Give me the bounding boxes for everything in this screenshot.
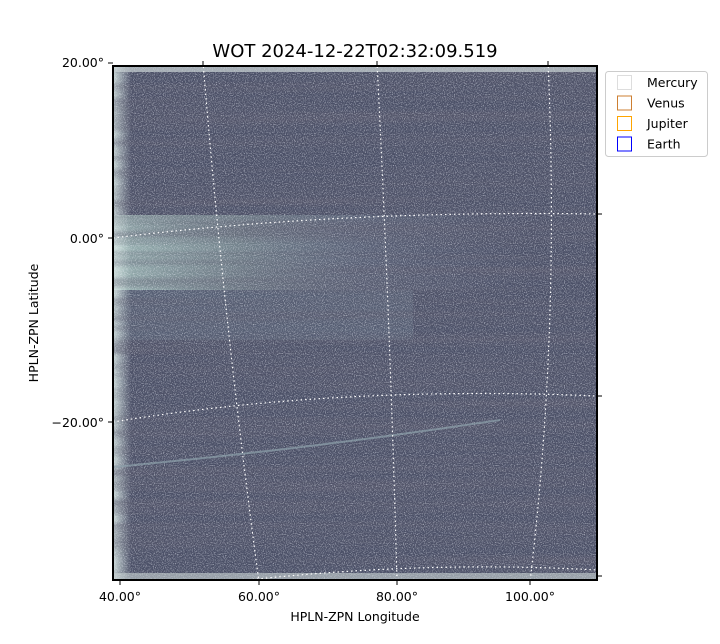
x-tick-label: 60.00° xyxy=(238,589,280,604)
legend-swatch xyxy=(617,95,632,111)
legend-swatch xyxy=(617,116,632,131)
y-tick-label: 0.00° xyxy=(70,231,104,246)
grid-lat-minus40 xyxy=(242,566,597,580)
grid-lat-minus20 xyxy=(113,392,597,423)
legend-entry: Jupiter xyxy=(617,116,689,131)
legend-label: Jupiter xyxy=(646,116,689,131)
chart-title: WOT 2024-12-22T02:32:09.519 xyxy=(212,41,497,62)
x-tick-label: 40.00° xyxy=(99,589,141,604)
legend-entry: Mercury xyxy=(617,75,698,90)
grid-lon-100 xyxy=(529,66,553,580)
legend-swatch xyxy=(617,75,632,90)
legend: Mercury Venus Jupiter Earth xyxy=(605,71,708,157)
x-axis-label: HPLN-ZPN Longitude xyxy=(290,609,420,624)
x-tick-label: 100.00° xyxy=(505,589,555,604)
legend-swatch xyxy=(617,136,632,152)
y-tick-label: 20.00° xyxy=(62,55,104,70)
coordinate-grid xyxy=(113,66,597,580)
legend-entry: Earth xyxy=(617,136,681,152)
y-axis-label: HPLN-ZPN Latitude xyxy=(26,263,41,382)
y-tick-label: −20.00° xyxy=(51,415,104,430)
grid-lat-0 xyxy=(113,212,597,239)
faint-streak xyxy=(113,419,501,468)
x-tick-label: 80.00° xyxy=(376,589,418,604)
plot-frame xyxy=(112,65,598,581)
legend-label: Venus xyxy=(647,96,685,111)
legend-entry: Venus xyxy=(617,95,685,111)
legend-label: Mercury xyxy=(647,75,698,90)
legend-label: Earth xyxy=(647,137,681,152)
image-area xyxy=(113,66,597,580)
